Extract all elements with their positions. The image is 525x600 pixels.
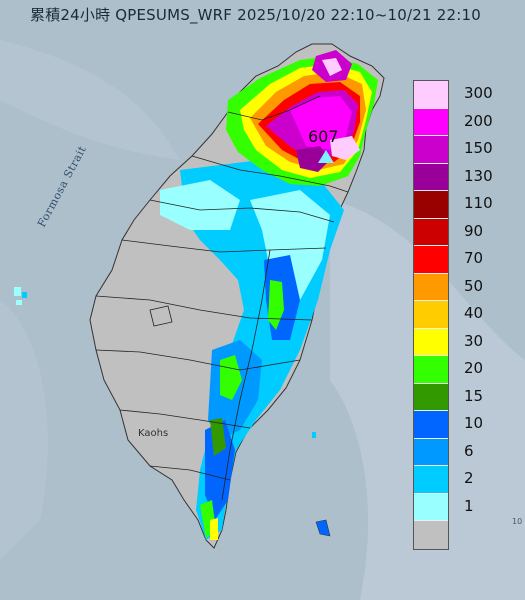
legend-label-text: 70 [464, 249, 484, 267]
legend-swatch [414, 383, 448, 411]
legend-label: 50 [460, 273, 520, 301]
islet [312, 432, 316, 438]
legend-colorbar [413, 80, 449, 550]
legend-label-text: 15 [464, 386, 484, 405]
green-island [315, 519, 331, 537]
legend-label: 20 [460, 355, 520, 383]
legend-label: 150 [460, 135, 520, 163]
legend-label-text: 10 [464, 414, 484, 432]
legend-label: 90 [460, 218, 520, 246]
map-title: 累積24小時 QPESUMS_WRF 2025/10/20 22:10~10/2… [30, 6, 481, 24]
legend-label-text: 40 [464, 304, 484, 322]
legend-swatch [414, 136, 448, 164]
legend-label-text: 90 [464, 221, 484, 240]
legend-label-text: 300 [464, 84, 493, 102]
legend-label: 200 [460, 108, 520, 136]
legend-label [460, 520, 520, 548]
legend-swatch [414, 191, 448, 219]
triangle-icon [318, 150, 334, 163]
legend-swatch [414, 81, 448, 109]
legend-swatch [414, 356, 448, 384]
legend-swatch [414, 163, 448, 191]
legend-label-text: 50 [464, 276, 484, 295]
corner-number: 10 [512, 517, 523, 526]
legend-label: 30 [460, 328, 520, 356]
legend-label: 6 [460, 438, 520, 466]
legend-label: 110 [460, 190, 520, 218]
legend-label-text: 200 [464, 111, 493, 130]
legend-label-text: 20 [464, 359, 484, 377]
rainfall-fields [160, 50, 378, 540]
legend-label: 300 [460, 80, 520, 108]
legend-swatch [414, 301, 448, 329]
legend-label-text: 130 [464, 166, 493, 185]
legend-label-text: 6 [464, 441, 474, 460]
legend-swatch [414, 273, 448, 301]
legend-label-text: 110 [464, 194, 493, 212]
legend-label-text: 30 [464, 331, 484, 350]
legend-swatch [414, 521, 448, 549]
legend-label-text: 150 [464, 139, 493, 157]
legend-label: 15 [460, 383, 520, 411]
legend-label: 40 [460, 300, 520, 328]
city-label: Kaohs [138, 428, 169, 439]
legend-label-text: 2 [464, 469, 474, 487]
legend-label: 130 [460, 163, 520, 191]
county-borders [95, 95, 349, 501]
penghu-islands [14, 287, 27, 305]
legend-swatch [414, 466, 448, 494]
legend-swatch [414, 411, 448, 439]
legend-swatch [414, 328, 448, 356]
legend-label: 2 [460, 465, 520, 493]
legend-label: 10 [460, 410, 520, 438]
legend-labels: 300 200 150 130 110 90 70 50 40 30 20 15 10 6 2 1 [460, 80, 520, 548]
legend-swatch [414, 438, 448, 466]
legend-label: 70 [460, 245, 520, 273]
legend-swatch [414, 246, 448, 274]
legend-swatch [414, 218, 448, 246]
legend-label-text: 1 [464, 496, 474, 515]
legend-swatch [414, 493, 448, 521]
peak-value-label: 607 [308, 127, 339, 146]
legend-label: 1 [460, 493, 520, 521]
legend-swatch [414, 108, 448, 136]
